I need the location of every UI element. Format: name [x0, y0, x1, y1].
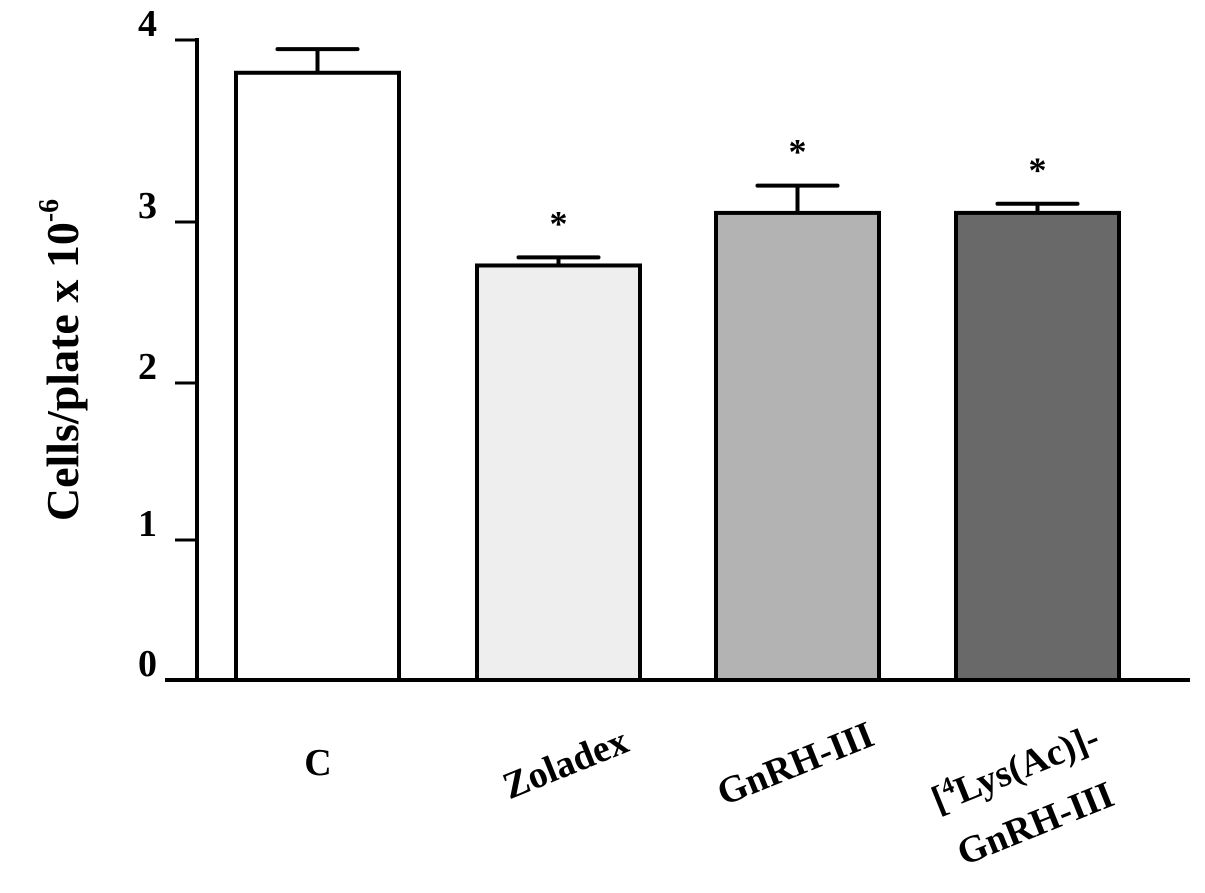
y-tick-label: 0: [138, 643, 157, 685]
significance-marker: *: [1029, 150, 1047, 190]
y-tick-label: 2: [138, 346, 157, 388]
bar: [475, 263, 642, 682]
x-tick-label: Zoladex: [497, 720, 634, 808]
bar: [234, 70, 401, 682]
significance-marker: *: [789, 132, 807, 172]
y-tick-label: 1: [138, 503, 157, 545]
x-tick-label: GnRH-III: [711, 714, 879, 815]
x-tick-label: C: [304, 742, 331, 784]
bar: [954, 210, 1121, 682]
y-axis-label-text: Cells/plate x 10: [37, 222, 88, 521]
y-tick-label: 3: [138, 185, 157, 227]
y-tick-label: 4: [138, 3, 157, 45]
significance-marker: *: [550, 203, 568, 243]
y-axis-label-superscript: -6: [34, 199, 65, 222]
y-axis-label: Cells/plate x 10-6: [34, 199, 88, 521]
bar: [714, 210, 881, 682]
